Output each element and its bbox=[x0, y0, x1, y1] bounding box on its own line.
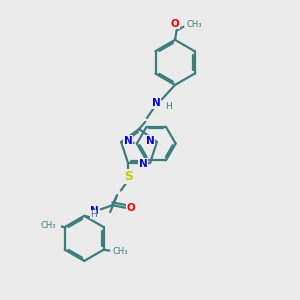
Text: N: N bbox=[124, 136, 132, 146]
Text: N: N bbox=[139, 159, 148, 169]
Text: O: O bbox=[127, 203, 136, 213]
Text: N: N bbox=[146, 136, 154, 146]
Text: N: N bbox=[90, 206, 99, 216]
Text: CH₃: CH₃ bbox=[112, 247, 128, 256]
Text: O: O bbox=[171, 19, 179, 29]
Text: CH₃: CH₃ bbox=[187, 20, 202, 29]
Text: H: H bbox=[165, 102, 172, 111]
Text: H: H bbox=[90, 210, 97, 219]
Text: N: N bbox=[152, 98, 161, 108]
Text: S: S bbox=[124, 170, 133, 183]
Text: CH₃: CH₃ bbox=[40, 221, 56, 230]
